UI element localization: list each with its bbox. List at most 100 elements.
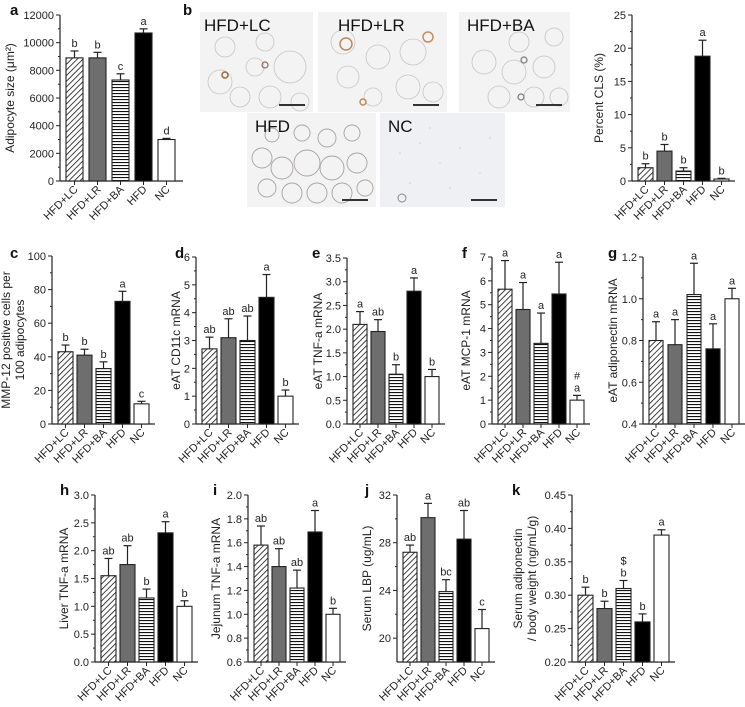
panel-letter-g: g xyxy=(608,245,618,262)
chart-serum-lbp: 20 24 28 32 Serum LBP (ug/mL) ab HFD+LC a HFD+LR… xyxy=(355,470,520,704)
bar-nc xyxy=(133,403,150,425)
y-tick-label: 40 xyxy=(34,352,46,364)
y-axis-label: Liver TNF-a mRNA xyxy=(57,528,71,630)
x-tick-label: HFD xyxy=(125,184,150,209)
y-tick-label: 0.30 xyxy=(545,590,566,602)
scale-bar xyxy=(342,199,368,201)
bar-nc xyxy=(474,628,490,663)
significance-label: ab xyxy=(241,303,253,315)
bar-nc xyxy=(157,138,176,182)
significance-label: ab xyxy=(372,307,384,319)
y-tick-label: 0 xyxy=(620,176,626,188)
y-tick-label: 1.8 xyxy=(227,514,242,526)
bar-hfd-ba xyxy=(138,597,155,663)
y-tick-label: 2.5 xyxy=(74,518,89,530)
y-tick-label: 28 xyxy=(379,538,391,550)
significance-label: b xyxy=(661,131,667,143)
y-tick-label: 2 xyxy=(184,363,190,375)
bar-nc xyxy=(713,178,730,182)
bar-hfd-lc xyxy=(637,167,654,182)
bar-hfd-lc xyxy=(57,351,74,425)
significance-label: b xyxy=(642,151,648,163)
y-tick-label: 10000 xyxy=(23,38,54,50)
y-tick-label: 25 xyxy=(614,10,626,22)
significance-label: a xyxy=(263,262,270,274)
significance-label: ab xyxy=(273,536,285,548)
y-tick-label: 7 xyxy=(480,252,486,264)
bar-hfd xyxy=(157,532,174,663)
micrograph-label: HFD+LR xyxy=(338,16,405,35)
significance-label: b xyxy=(620,568,626,580)
significance-label: a xyxy=(729,275,736,287)
bar-hfd-ba xyxy=(675,170,692,182)
y-tick-label: 2.0 xyxy=(326,324,341,336)
x-tick-label: HFD xyxy=(396,427,421,452)
significance-label: ab xyxy=(203,324,215,336)
y-axis-label: Serum LBP (ug/mL) xyxy=(360,526,374,632)
y-tick-label: 1 xyxy=(480,395,486,407)
y-tick-label: 6000 xyxy=(30,93,54,105)
x-tick-label: HFD xyxy=(147,665,172,690)
panel-letter-d: d xyxy=(175,245,185,262)
y-tick-label: 0.45 xyxy=(545,490,566,502)
y-tick-label: 0.25 xyxy=(545,624,566,636)
x-tick-label: HFD xyxy=(624,665,649,690)
y-tick-label: 4 xyxy=(184,308,190,320)
significance-label: a xyxy=(425,490,432,502)
bar-hfd xyxy=(634,621,651,663)
x-tick-label: NC xyxy=(718,427,738,447)
x-tick-label: HFD xyxy=(297,665,322,690)
y-axis-label: eAT TNF-a mRNA xyxy=(311,293,325,390)
chart-liver-tnfa: 0.0 0.5 1.0 1.5 2.0 2.5 3.0 Liver TNF-a mRNA ab H… xyxy=(0,470,198,704)
y-axis-label: / body weight (ng/mL/g) xyxy=(525,516,539,641)
significance-label: a xyxy=(653,309,660,321)
y-tick-label: 2000 xyxy=(30,148,54,160)
x-tick-label: NC xyxy=(418,427,438,447)
significance-label: a xyxy=(357,299,364,311)
y-tick-label: 0.0 xyxy=(74,657,89,669)
scale-bar xyxy=(471,199,497,201)
y-tick-label: 2.0 xyxy=(227,490,242,502)
bar-hfd xyxy=(134,32,153,182)
y-axis-label: eAT CD11c mRNA xyxy=(169,291,183,390)
significance-label: a xyxy=(502,248,509,260)
y-tick-label: 6 xyxy=(184,252,190,264)
x-tick-label: HFD xyxy=(684,184,709,209)
significance-label: ab xyxy=(121,533,133,545)
bar-hfd-lc xyxy=(253,544,269,663)
y-axis-label: Percent CLS (%) xyxy=(592,53,606,143)
significance-label: b xyxy=(143,576,149,588)
bar-nc xyxy=(325,613,341,663)
panel-letter-j: j xyxy=(365,482,370,499)
y-tick-label: 12000 xyxy=(23,10,54,22)
significance-label: a xyxy=(574,382,581,394)
bar-hfd-lr xyxy=(370,330,386,425)
significance-label: b xyxy=(62,332,68,344)
panel-letter-k: k xyxy=(512,482,521,499)
bar-hfd-lc xyxy=(65,57,84,182)
bar-nc xyxy=(569,399,585,425)
x-tick-label: NC xyxy=(648,665,668,685)
y-tick-label: 1.5 xyxy=(74,574,89,586)
significance-label: a xyxy=(312,498,319,510)
y-tick-label: 80 xyxy=(34,285,46,297)
y-tick-label: 0.8 xyxy=(227,633,242,645)
chart-eat-adiponectin: 0.4 0.6 0.8 1.0 1.2 eAT adiponectin mRNA a HFD+… xyxy=(585,230,745,470)
significance-label: ab xyxy=(102,545,114,557)
bar-hfd-ba xyxy=(615,587,632,663)
y-tick-label: 1.0 xyxy=(622,294,637,306)
x-tick-label: NC xyxy=(272,427,292,447)
scale-bar xyxy=(536,104,562,106)
bar-hfd xyxy=(456,538,472,663)
significance-label: a xyxy=(699,27,706,39)
chart-serum-adiponectin: 0.20 0.25 0.30 0.35 0.40 0.45 Serum adiponecti… xyxy=(510,470,745,704)
significance-label: b xyxy=(718,165,724,177)
panel-letter-b: b xyxy=(183,2,193,19)
y-tick-label: 1 xyxy=(184,391,190,403)
y-tick-label: 15 xyxy=(614,76,626,88)
bar-nc xyxy=(424,376,440,425)
y-tick-label: 0.6 xyxy=(227,657,242,669)
significance-label: b xyxy=(680,155,686,167)
y-axis-label: MMP-12 positive cells per xyxy=(0,271,13,408)
bar-hfd xyxy=(551,293,567,425)
